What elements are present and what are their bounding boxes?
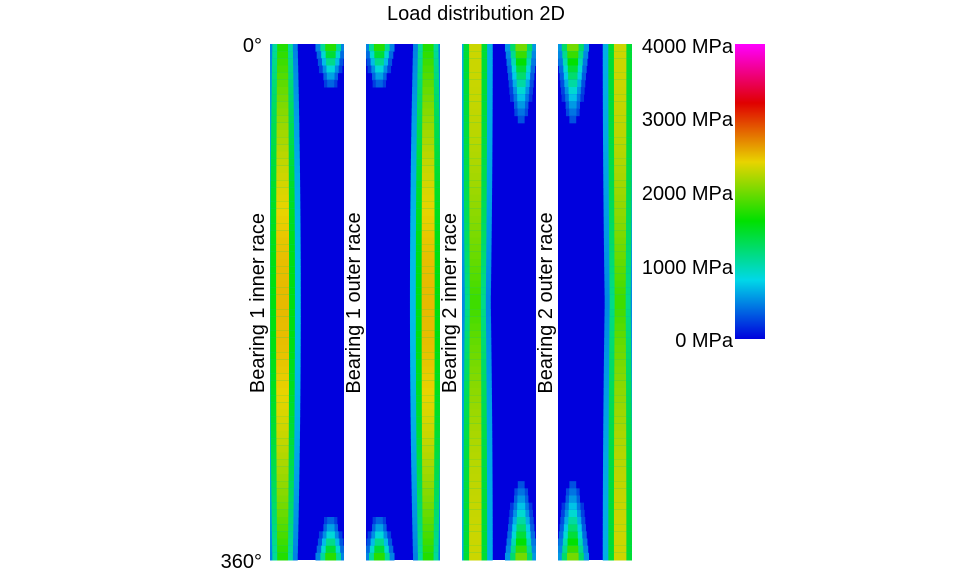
- load-band-2: [602, 44, 632, 561]
- colorbar-tick-4000: 4000 MPa: [642, 36, 734, 58]
- colorbar-tick-0: 0 MPa: [675, 330, 734, 352]
- y-tick-bottom: 360°: [221, 551, 262, 573]
- load-band-2: [409, 44, 440, 561]
- panel-label: Bearing 1 outer race: [343, 212, 365, 393]
- panel-3: Bearing 2 inner race: [439, 44, 536, 561]
- load-band-2: [315, 44, 344, 561]
- colorbar-tick-3000: 3000 MPa: [642, 109, 734, 131]
- load-band-1: [558, 44, 590, 561]
- colorbar-tick-2000: 2000 MPa: [642, 183, 734, 205]
- load-band-2: [504, 44, 536, 561]
- panel-2: Bearing 1 outer race: [343, 44, 440, 561]
- panel-4: Bearing 2 outer race: [535, 44, 632, 561]
- load-band-1: [270, 44, 301, 561]
- load-band-1: [462, 44, 493, 561]
- y-tick-top: 0°: [243, 35, 262, 57]
- colorbar: [735, 44, 765, 339]
- heatmap-panels: Bearing 1 inner race Bearing 1 outer race…: [247, 44, 632, 561]
- chart-title: Load distribution 2D: [387, 3, 565, 25]
- panel-label: Bearing 2 inner race: [439, 213, 461, 393]
- panel-label: Bearing 1 inner race: [247, 213, 269, 393]
- panel-label: Bearing 2 outer race: [535, 212, 557, 393]
- panel-1: Bearing 1 inner race: [247, 44, 344, 561]
- colorbar-tick-1000: 1000 MPa: [642, 257, 734, 279]
- load-band-1: [366, 44, 395, 561]
